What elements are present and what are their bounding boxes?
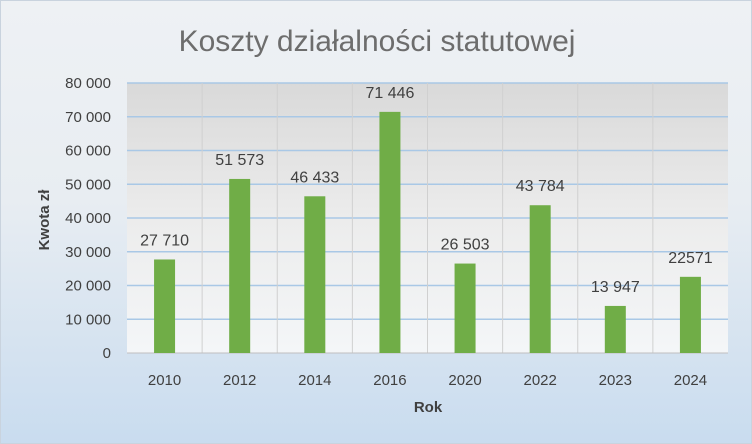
y-tick-label: 20 000: [65, 278, 111, 295]
y-tick-label: 10 000: [65, 311, 111, 328]
bars: [154, 111, 701, 353]
bar: [304, 196, 326, 353]
y-axis-tick-labels: 0 10 000 20 000 30 000 40 000 50 000 60 000 70 …: [65, 75, 111, 362]
x-tick-label: 2020: [448, 372, 481, 389]
data-label: 27 710: [140, 232, 189, 249]
x-axis-title: Rok: [414, 399, 443, 416]
x-tick-label: 2023: [599, 372, 632, 389]
bar: [454, 263, 476, 353]
y-tick-label: 30 000: [65, 244, 111, 261]
bar: [604, 305, 626, 353]
x-tick-label: 2024: [674, 372, 707, 389]
data-labels: 27 710 51 573 46 433 71 446 26 503 43 784 13 9…: [140, 85, 713, 296]
gridlines: [127, 82, 728, 354]
y-tick-label: 70 000: [65, 109, 111, 126]
data-label: 26 503: [441, 237, 490, 254]
y-axis-title: Kwota zł: [36, 189, 53, 251]
x-tick-label: 2010: [148, 372, 181, 389]
y-tick-label: 60 000: [65, 143, 111, 160]
x-tick-label: 2022: [524, 372, 557, 389]
y-tick-label: 40 000: [65, 210, 111, 227]
y-tick-label: 0: [103, 345, 111, 362]
x-axis-tick-labels: 2010 2012 2014 2016 2020 2022 2023 2024: [148, 372, 707, 389]
bar: [229, 178, 251, 353]
data-label: 22571: [668, 250, 713, 267]
x-tick-label: 2016: [373, 372, 406, 389]
data-label: 51 573: [215, 152, 264, 169]
data-label: 13 947: [591, 279, 640, 296]
x-tick-label: 2012: [223, 372, 256, 389]
y-tick-label: 50 000: [65, 176, 111, 193]
bar: [529, 205, 551, 353]
bar: [679, 276, 701, 353]
data-label: 46 433: [290, 169, 339, 186]
data-label: 71 446: [365, 85, 414, 102]
y-tick-label: 80 000: [65, 75, 111, 92]
data-label: 43 784: [516, 178, 565, 195]
x-tick-label: 2014: [298, 372, 331, 389]
bar: [154, 259, 176, 353]
bar: [379, 111, 401, 353]
chart-title: Koszty działalności statutowej: [179, 25, 576, 58]
